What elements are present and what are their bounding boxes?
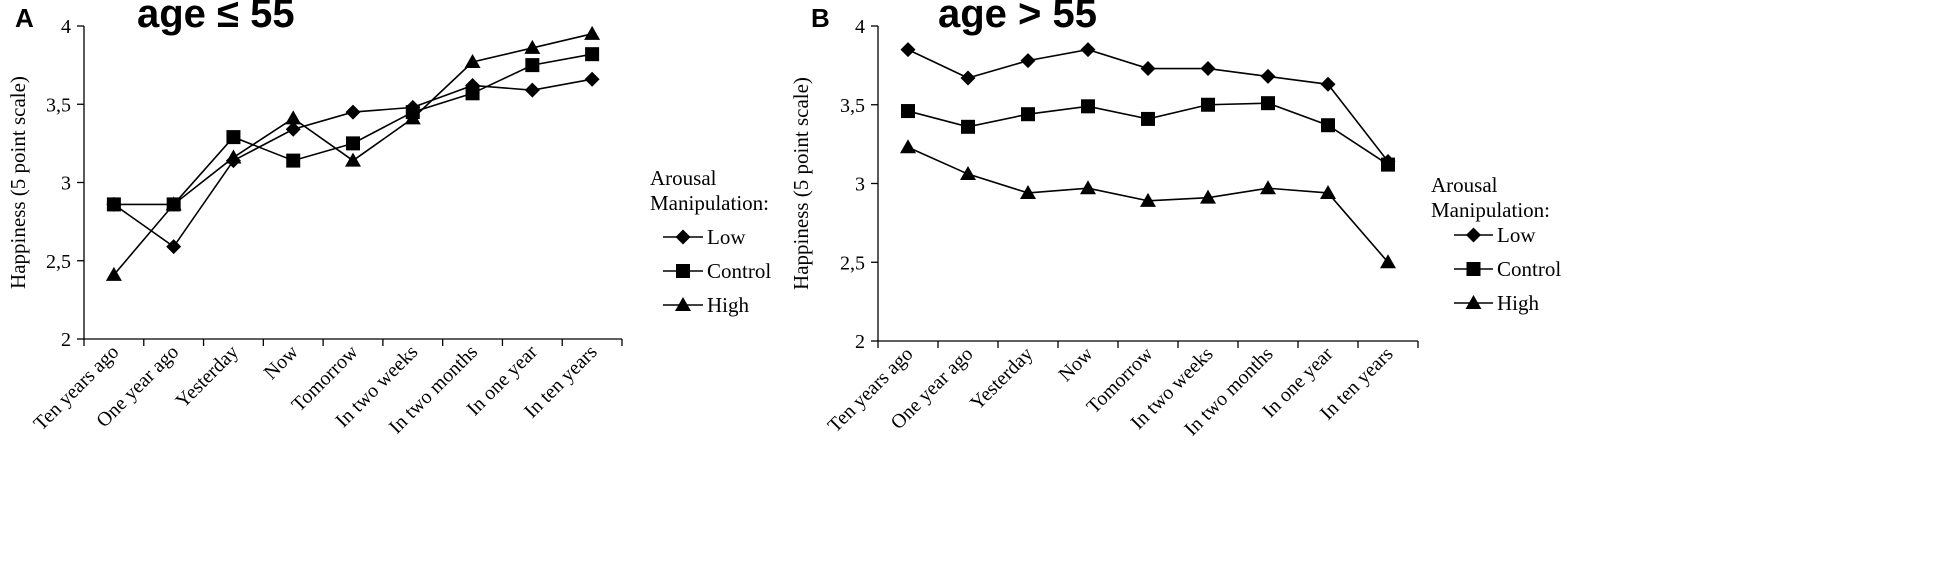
data-point-control <box>1141 111 1155 126</box>
series-low <box>900 42 1396 169</box>
data-point-high <box>584 25 601 40</box>
legend-marker-high <box>675 297 691 311</box>
data-point-high <box>524 39 541 54</box>
data-point-low <box>345 104 361 120</box>
legend-marker-control <box>1466 262 1481 276</box>
data-point-control <box>961 119 975 134</box>
y-tick-label: 3,5 <box>840 95 865 117</box>
legend-label-low: Low <box>707 225 746 249</box>
data-point-high <box>1140 192 1156 207</box>
data-point-high <box>165 196 182 211</box>
y-tick-label: 2,5 <box>840 252 865 274</box>
data-point-control <box>1381 157 1395 172</box>
data-point-control <box>106 197 121 212</box>
panel-letter: B <box>811 3 830 33</box>
legend-label-control: Control <box>707 259 771 283</box>
data-point-control <box>1321 118 1335 133</box>
series-high <box>105 25 601 281</box>
chart-title: age ≤ 55 <box>137 0 295 36</box>
series-control <box>106 47 600 212</box>
data-point-high <box>105 266 122 281</box>
legend-label-high: High <box>707 293 750 317</box>
y-tick-label: 4 <box>855 16 865 38</box>
legend-label-low: Low <box>1497 223 1536 247</box>
y-tick-label: 3,5 <box>46 94 71 116</box>
data-point-high <box>225 149 242 164</box>
data-point-low <box>1080 42 1096 58</box>
data-point-control <box>286 153 301 168</box>
data-point-control <box>1021 107 1035 122</box>
data-point-control <box>226 130 241 145</box>
data-point-high <box>960 166 976 181</box>
data-point-low <box>1140 61 1156 77</box>
data-point-low <box>584 71 600 87</box>
data-point-high <box>1380 254 1396 269</box>
data-point-high <box>1080 180 1096 195</box>
y-tick-label: 2 <box>855 331 865 353</box>
x-tick-label: Yesterday <box>966 343 1037 414</box>
data-point-low <box>1320 76 1336 92</box>
data-point-low <box>1200 61 1216 77</box>
data-point-control <box>1261 96 1275 111</box>
data-point-control <box>346 136 360 151</box>
panel-letter: A <box>15 3 34 33</box>
data-point-high <box>285 110 302 125</box>
data-point-low <box>1020 53 1036 69</box>
chart-title: age > 55 <box>938 0 1097 36</box>
legend-title: Arousal <box>650 166 717 190</box>
legend-marker-high <box>1465 295 1482 309</box>
data-point-high <box>900 139 916 154</box>
data-point-high <box>1260 180 1276 195</box>
data-point-control <box>465 86 480 101</box>
data-point-control <box>585 47 600 62</box>
data-point-low <box>900 42 916 58</box>
y-axis-title: Happiness (5 point scale) <box>789 77 813 290</box>
data-point-high <box>1200 189 1216 204</box>
legend-marker-control <box>676 264 690 278</box>
data-point-low <box>524 82 540 98</box>
data-point-control <box>901 104 915 119</box>
data-point-control <box>1201 97 1215 112</box>
data-point-high <box>1020 184 1036 199</box>
x-tick-label: Now <box>1054 343 1097 386</box>
legend-label-control: Control <box>1497 257 1561 281</box>
data-point-control <box>525 58 540 73</box>
data-point-high <box>404 110 421 125</box>
x-tick-label: Now <box>260 341 303 384</box>
x-tick-label: Yesterday <box>172 341 243 412</box>
legend-title: Manipulation: <box>1431 198 1550 222</box>
legend-marker-low <box>675 229 691 245</box>
data-point-low <box>1260 68 1276 84</box>
legend-title: Arousal <box>1431 173 1498 197</box>
series-control <box>901 96 1395 172</box>
legend-marker-low <box>1466 227 1481 243</box>
legend-title: Manipulation: <box>650 191 769 215</box>
data-point-high <box>464 53 481 68</box>
y-tick-label: 3 <box>61 173 71 195</box>
y-axis-title: Happiness (5 point scale) <box>6 76 30 289</box>
data-point-low <box>960 70 976 86</box>
data-point-low <box>285 121 301 137</box>
y-tick-label: 3 <box>855 174 865 196</box>
y-tick-label: 2,5 <box>46 251 71 273</box>
y-tick-label: 4 <box>61 16 71 38</box>
data-point-control <box>1081 99 1095 114</box>
series-high <box>900 139 1396 269</box>
data-point-high <box>1320 184 1336 199</box>
data-point-high <box>345 152 361 167</box>
series-line-control <box>113 53 593 206</box>
legend-label-high: High <box>1497 291 1540 315</box>
y-tick-label: 2 <box>61 329 71 351</box>
data-point-low <box>166 239 182 255</box>
